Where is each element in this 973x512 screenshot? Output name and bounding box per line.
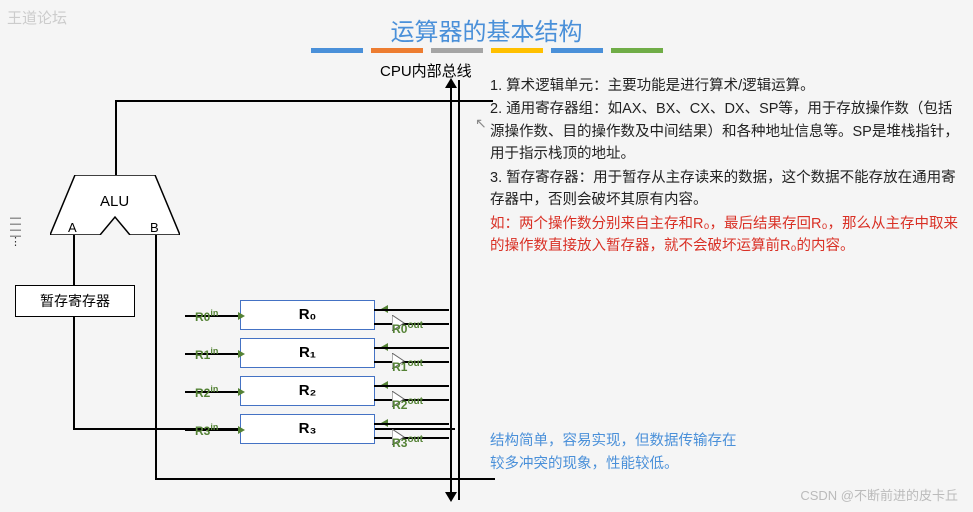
arrow-icon xyxy=(238,388,245,396)
bus-line xyxy=(450,80,452,500)
register-R₃: R3inR₃R3out xyxy=(240,414,375,444)
note-2: 2. 通用寄存器组：如AX、BX、CX、DX、SP等，用于存放操作数（包括源操作… xyxy=(490,98,960,165)
arrow-icon xyxy=(238,350,245,358)
cpu-diagram: ALU A B ————⋮ 暂存寄存器 R0inR₀R0outR1inR₁R1o… xyxy=(10,80,470,500)
bus-line-2 xyxy=(458,80,460,500)
color-bar xyxy=(371,48,423,53)
color-bar-divider xyxy=(311,48,663,53)
reg-out-label: R3out xyxy=(392,434,423,450)
watermark-bottom-right: CSDN @不断前进的皮卡丘 xyxy=(800,485,958,504)
alu-port-b: B xyxy=(150,220,159,235)
reg-out-label: R2out xyxy=(392,396,423,412)
cursor-icon: ↖ xyxy=(475,115,487,132)
reg-line-out1 xyxy=(374,423,449,425)
temp-line-down xyxy=(73,317,75,430)
reg-line-out1 xyxy=(374,385,449,387)
reg-out-label: R1out xyxy=(392,358,423,374)
reg-box: R₀ xyxy=(240,300,375,330)
reg-box: R₂ xyxy=(240,376,375,406)
alu-label: ALU xyxy=(100,193,129,210)
color-bar xyxy=(431,48,483,53)
reg-in-label: R2in xyxy=(195,384,218,400)
register-R₀: R0inR₀R0out xyxy=(240,300,375,330)
alu-a-line xyxy=(73,235,75,265)
alu-output-line xyxy=(115,100,117,175)
reg-in-label: R3in xyxy=(195,422,218,438)
arrow-icon xyxy=(238,426,245,434)
alu-b-hline xyxy=(155,478,495,480)
note-3: 3. 暂存寄存器：用于暂存从主存读来的数据，这个数据不能存放在通用寄存器中，否则… xyxy=(490,167,960,212)
temp-register: 暂存寄存器 xyxy=(15,285,135,317)
register-R₂: R2inR₂R2out xyxy=(240,376,375,406)
color-bar xyxy=(611,48,663,53)
color-bar xyxy=(551,48,603,53)
temp-line-up xyxy=(73,265,75,285)
alu-port-a: A xyxy=(68,220,77,235)
summary-line-2: 较多冲突的现象，性能较低。 xyxy=(490,453,737,476)
watermark-top-left: 王道论坛 xyxy=(7,7,67,28)
alu-output-hline xyxy=(115,100,493,102)
reg-line-out1 xyxy=(374,347,449,349)
note-4-example: 如：两个操作数分别来自主存和R₀，最后结果存回R₀，那么从主存中取来的操作数直接… xyxy=(490,213,960,258)
summary-note: 结构简单，容易实现，但数据传输存在 较多冲突的现象，性能较低。 xyxy=(490,430,737,476)
description-text: 1. 算术逻辑单元：主要功能是进行算术/逻辑运算。 2. 通用寄存器组：如AX、… xyxy=(490,75,960,259)
reg-box: R₁ xyxy=(240,338,375,368)
bus-label: CPU内部总线 xyxy=(380,60,472,81)
page-title: 运算器的基本结构 xyxy=(0,12,973,47)
summary-line-1: 结构简单，容易实现，但数据传输存在 xyxy=(490,430,737,453)
note-1: 1. 算术逻辑单元：主要功能是进行算术/逻辑运算。 xyxy=(490,75,960,97)
arrow-icon xyxy=(238,312,245,320)
memory-icon: ————⋮ xyxy=(10,215,21,245)
reg-box: R₃ xyxy=(240,414,375,444)
color-bar xyxy=(311,48,363,53)
color-bar xyxy=(491,48,543,53)
reg-out-label: R0out xyxy=(392,320,423,336)
reg-line-out1 xyxy=(374,309,449,311)
reg-in-label: R1in xyxy=(195,346,218,362)
reg-in-label: R0in xyxy=(195,308,218,324)
alu-b-line xyxy=(155,235,157,480)
register-R₁: R1inR₁R1out xyxy=(240,338,375,368)
